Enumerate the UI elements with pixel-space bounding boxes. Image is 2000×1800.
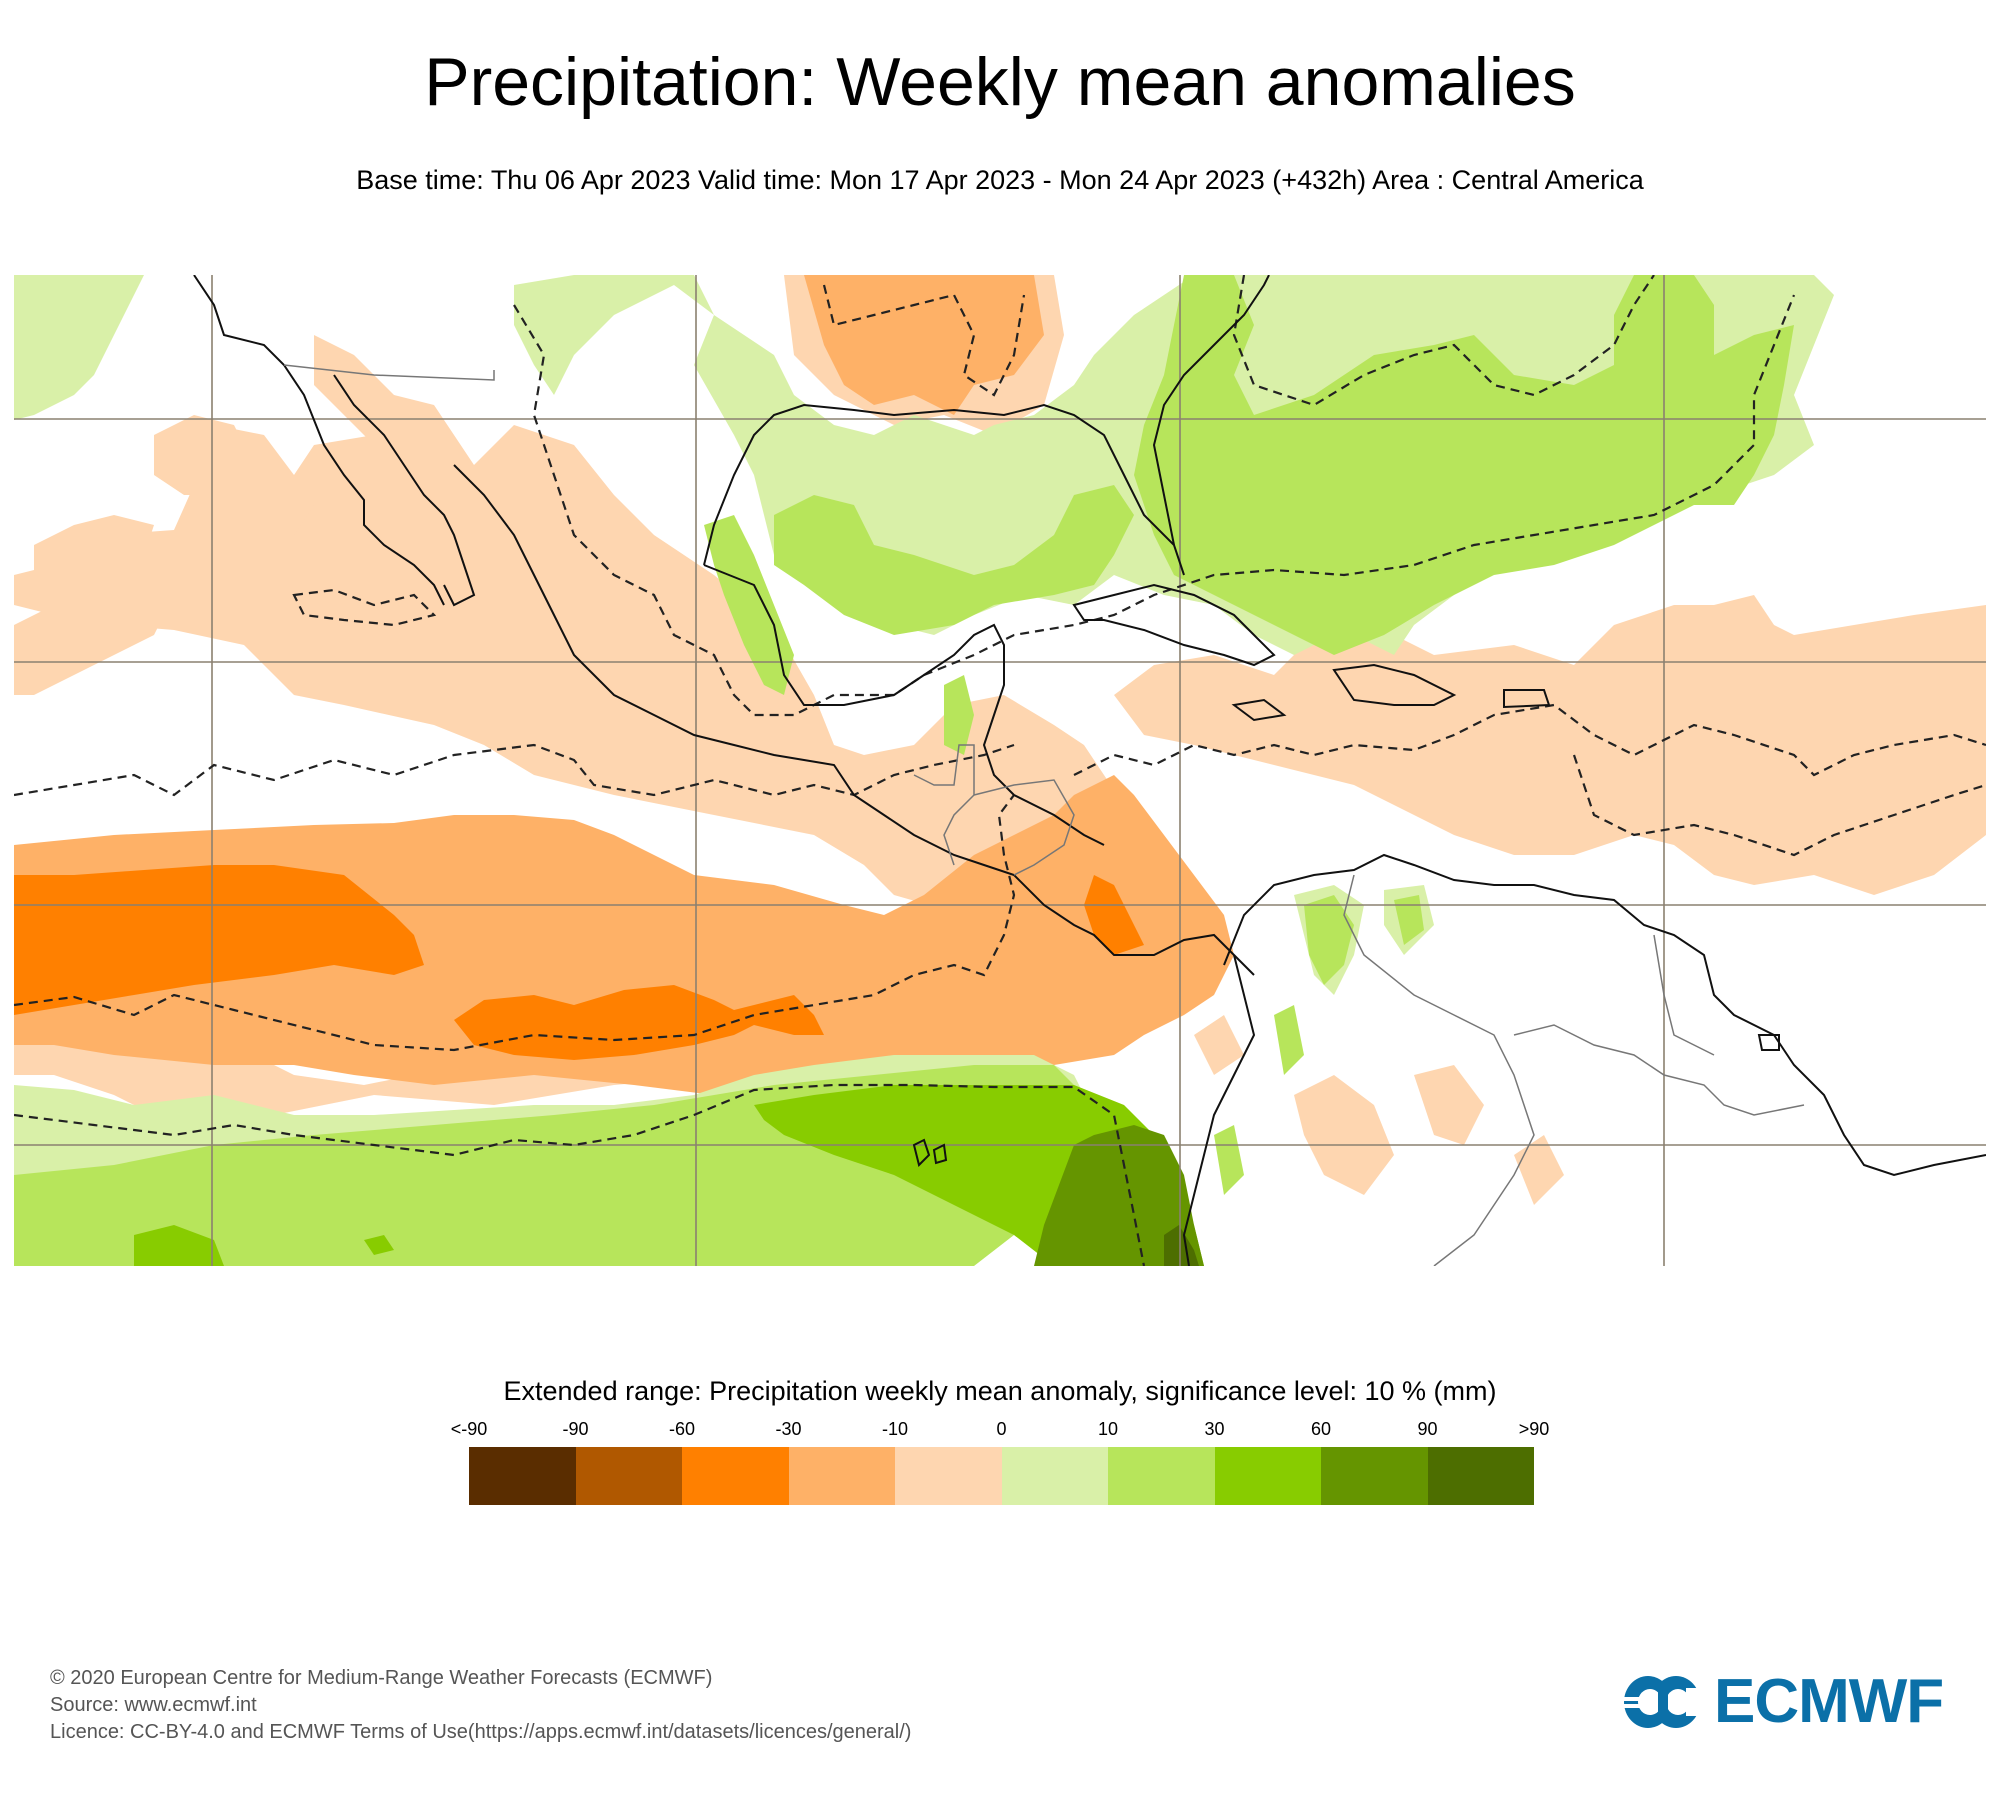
coast-gulf-north (703, 403, 1185, 576)
legend-tick: 0 (996, 1419, 1007, 1439)
legend-tick: 30 (1204, 1419, 1225, 1439)
region-m10-0-south-america (1194, 1015, 1564, 1205)
legend-tick: >90 (1518, 1419, 1550, 1439)
legend-cell (1321, 1447, 1428, 1505)
region-m30-m10-pacific (14, 775, 1234, 1095)
country-borders (283, 364, 1805, 1266)
coast-puerto-rico (1503, 689, 1551, 709)
border-brazil (1513, 1024, 1805, 1116)
page-title: Precipitation: Weekly mean anomalies (424, 44, 1576, 120)
region-m10-0-atlantic-spot (1714, 595, 1774, 655)
region-m10-0-mex-west (154, 415, 314, 535)
region-10-30-mexico-coast (704, 515, 794, 695)
legend-cell (1427, 1447, 1534, 1505)
coast-cuba (1072, 583, 1276, 667)
legend-ticks: <-90 -90 -60 -30 -10 0 10 30 60 90 >90 (0, 1418, 2000, 1440)
coast-ecuador-peru (1182, 954, 1256, 1266)
legend-tick: -30 (775, 1419, 802, 1439)
coast-hispaniola (1332, 663, 1457, 706)
contour-caribbean-lower (1572, 754, 1986, 857)
region-10-30-gulf (774, 485, 1134, 635)
contour-pacific-south (14, 794, 1016, 1052)
coast-jamaica (1231, 698, 1287, 722)
region-10-30-colombia (1214, 895, 1424, 1195)
region-m60-m30-center (454, 985, 824, 1060)
legend-cell (788, 1447, 895, 1505)
legend-title: Extended range: Precipitation weekly mea… (503, 1376, 1497, 1406)
coast-florida-atlantic (1152, 275, 1270, 546)
contour-texas (822, 284, 1026, 397)
graticule (14, 275, 1986, 1266)
region-m60-m30-panama (1084, 875, 1144, 955)
anomaly-map (14, 275, 1986, 1266)
region-60-90-south (1034, 1125, 1204, 1266)
footer-source: Source: www.ecmwf.int (50, 1694, 257, 1716)
coast-mexico-pacific (453, 464, 1255, 976)
significance-contours (14, 275, 1986, 1266)
coast-galapagos (912, 1138, 948, 1167)
region-m10-0-pacific (14, 395, 1174, 925)
border-venezuela-colombia (1343, 874, 1535, 1266)
legend-cell (1214, 1447, 1321, 1505)
contour-atlantic (1232, 275, 1655, 407)
legend-cell (682, 1447, 789, 1505)
legend-tick: -90 (562, 1419, 589, 1439)
ecmwf-logo-text: ECMWF (1714, 1667, 1944, 1736)
footer-copyright: © 2020 European Centre for Medium-Range … (50, 1667, 713, 1689)
border-us-mexico (283, 364, 495, 381)
border-guatemala (913, 744, 975, 866)
footer-licence: Licence: CC-BY-4.0 and ECMWF Terms of Us… (50, 1721, 912, 1743)
border-guyana (1653, 934, 1715, 1056)
footer-credits: © 2020 European Centre for Medium-Range … (50, 1665, 911, 1746)
region-gt90-south (1164, 1225, 1199, 1266)
legend-cell (469, 1447, 576, 1505)
coast-gulf-of-mexico (703, 564, 1105, 846)
region-m10-0-baja (314, 335, 454, 475)
contour-caribbean (1073, 703, 1986, 777)
legend-cell (1108, 1447, 1215, 1505)
border-central-america (973, 779, 1075, 876)
region-m30-m10-texas (804, 275, 1044, 415)
ecmwf-logo-mark-icon (1622, 1676, 1702, 1728)
coast-trinidad (1757, 1034, 1780, 1051)
region-0-10-nw (14, 275, 144, 420)
page-subtitle: Base time: Thu 06 Apr 2023 Valid time: M… (356, 165, 1644, 195)
legend-colorbar (469, 1447, 1534, 1505)
region-m10-0-caribbean (1114, 605, 1986, 895)
region-10-30-yucatan (944, 675, 974, 755)
coast-baja-east (333, 374, 476, 607)
coast-south-america (1223, 853, 1986, 1177)
legend-cell (895, 1447, 1002, 1505)
coastlines (193, 275, 1986, 1266)
region-m10-0-lower-bands (14, 875, 1014, 1135)
legend-tick: -10 (881, 1419, 908, 1439)
legend-tick: -60 (668, 1419, 695, 1439)
contour-west-patches (292, 588, 437, 627)
region-30-60-sw-blob (134, 1225, 394, 1266)
contour-pacific-north (14, 743, 1015, 797)
region-m60-m30-west (14, 865, 424, 1015)
legend-tick: <-90 (450, 1419, 488, 1439)
region-m10-0-nw-patch (34, 515, 154, 575)
legend-tick: 90 (1417, 1419, 1438, 1439)
legend-cell (1001, 1447, 1108, 1505)
legend-tick: 10 (1097, 1419, 1119, 1439)
legend-cell (575, 1447, 682, 1505)
contour-gulf (513, 294, 1796, 717)
region-10-30-atlantic (1134, 275, 1794, 655)
contour-south-green (14, 1083, 1146, 1266)
ecmwf-logo: ECMWF (1622, 1667, 1962, 1736)
coast-baja-west (193, 275, 445, 606)
legend-tick: 60 (1310, 1419, 1332, 1439)
